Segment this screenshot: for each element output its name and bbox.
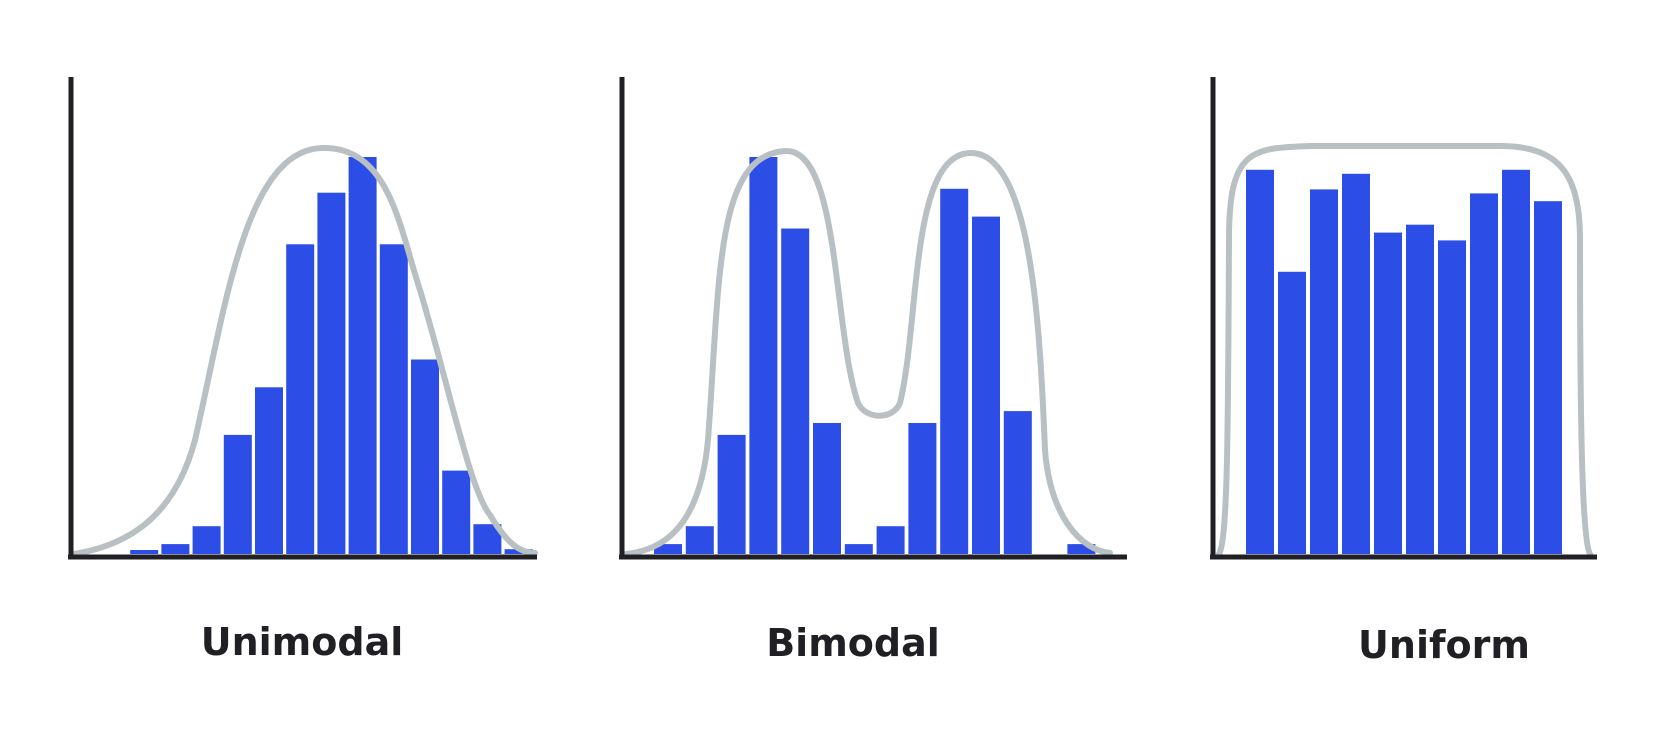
bar-uniform-2 bbox=[1278, 271, 1306, 554]
bar-unimodal-2 bbox=[130, 550, 159, 554]
bars-unimodal bbox=[130, 157, 533, 555]
bar-unimodal-3 bbox=[161, 544, 190, 554]
bar-bimodal-2 bbox=[685, 526, 714, 554]
chart-title-bimodal: Bimodal bbox=[766, 621, 940, 665]
bar-unimodal-10 bbox=[379, 244, 408, 555]
bar-unimodal-9 bbox=[348, 157, 377, 554]
bar-uniform-10 bbox=[1534, 201, 1562, 554]
bar-unimodal-8 bbox=[317, 192, 346, 554]
bar-unimodal-4 bbox=[192, 526, 221, 554]
bars-uniform bbox=[1246, 169, 1562, 555]
bar-uniform-9 bbox=[1502, 169, 1530, 555]
density-curve-bimodal bbox=[623, 147, 1113, 557]
bar-bimodal-10 bbox=[940, 188, 969, 555]
chart-title-unimodal: Unimodal bbox=[201, 620, 404, 664]
bar-uniform-8 bbox=[1470, 193, 1498, 554]
bar-bimodal-11 bbox=[972, 216, 1000, 554]
bar-bimodal-7 bbox=[844, 544, 873, 554]
bar-bimodal-5 bbox=[781, 228, 810, 554]
bar-bimodal-9 bbox=[908, 423, 937, 554]
chart-bimodal: Bimodal bbox=[619, 77, 1127, 665]
bar-bimodal-12 bbox=[1003, 411, 1032, 554]
bar-uniform-6 bbox=[1406, 224, 1434, 554]
density-curve-uniform bbox=[1216, 143, 1593, 557]
bar-unimodal-11 bbox=[411, 359, 439, 554]
bar-bimodal-4 bbox=[749, 157, 778, 554]
bar-unimodal-7 bbox=[286, 244, 315, 555]
bar-bimodal-6 bbox=[813, 423, 841, 554]
bar-uniform-4 bbox=[1342, 173, 1370, 555]
bar-unimodal-5 bbox=[223, 434, 252, 554]
bar-uniform-5 bbox=[1374, 232, 1402, 554]
bar-uniform-3 bbox=[1310, 189, 1338, 554]
chart-uniform: Uniform bbox=[1210, 77, 1597, 667]
chart-unimodal: Unimodal bbox=[68, 77, 538, 664]
bar-bimodal-14 bbox=[1067, 544, 1096, 554]
bar-uniform-1 bbox=[1246, 169, 1274, 555]
bar-unimodal-6 bbox=[255, 387, 283, 554]
chart-title-uniform: Uniform bbox=[1358, 623, 1530, 667]
bar-unimodal-12 bbox=[442, 470, 471, 554]
bars-bimodal bbox=[654, 157, 1096, 555]
density-curve-unimodal bbox=[71, 144, 538, 557]
bar-bimodal-3 bbox=[717, 434, 746, 554]
bar-bimodal-1 bbox=[654, 544, 682, 554]
bar-bimodal-8 bbox=[876, 526, 905, 554]
bar-uniform-7 bbox=[1438, 240, 1466, 554]
